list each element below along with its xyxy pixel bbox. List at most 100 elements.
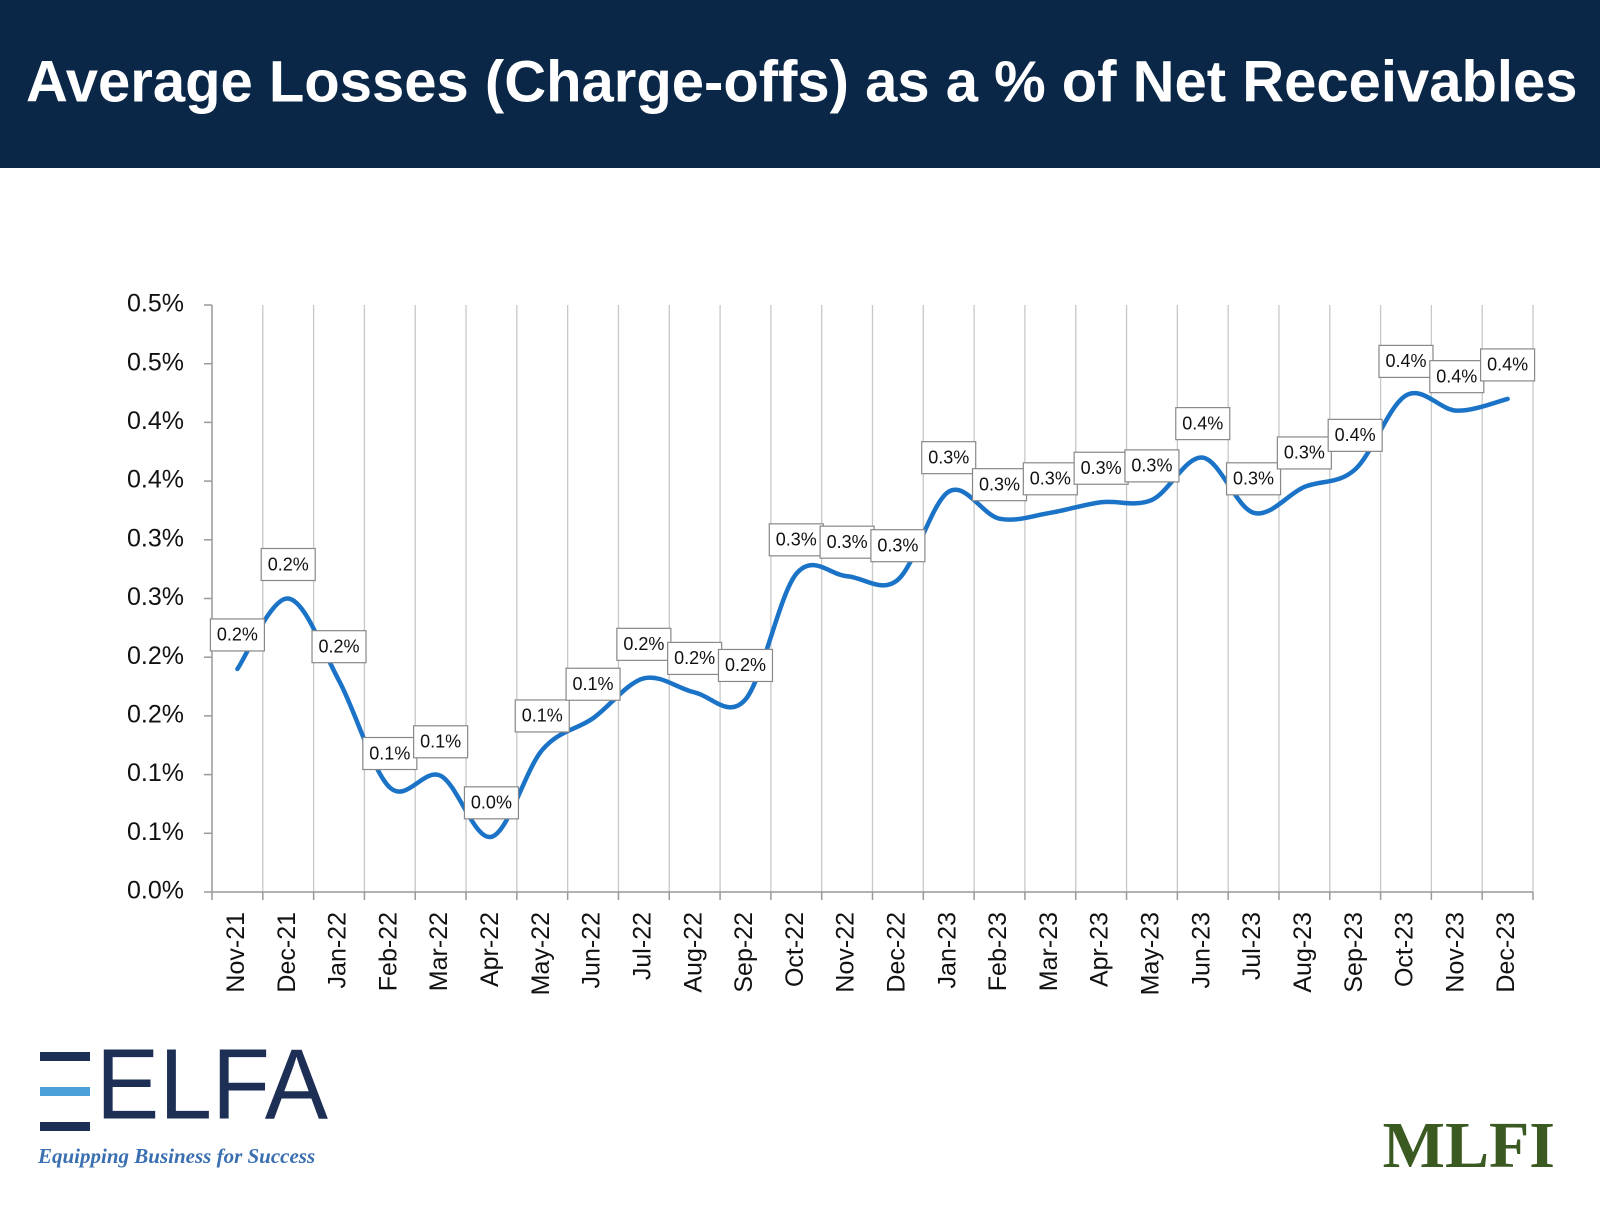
x-tick-label: Dec-22 [883,912,911,993]
data-label-text: 0.3% [1081,458,1122,478]
data-label: 0.4% [1378,344,1434,378]
data-label-text: 0.3% [979,474,1020,494]
data-label-text: 0.3% [877,535,918,555]
data-label: 0.1% [514,699,570,733]
data-label: 0.4% [1327,418,1383,452]
y-tick-label: 0.5% [127,290,184,318]
data-label: 0.2% [311,630,367,664]
logo-bar [40,1052,90,1061]
data-label: 0.3% [921,441,977,475]
data-label: 0.3% [1276,436,1332,470]
y-tick-label: 0.3% [127,524,184,552]
data-label-text: 0.4% [1182,413,1223,433]
data-label-box [921,441,977,475]
x-tick-label: Jun-23 [1187,912,1215,988]
data-label: 0.1% [565,667,621,701]
logo-bar [40,1087,90,1096]
data-label-box [463,786,520,820]
data-label-box [1276,436,1332,470]
data-label: 0.4% [1479,348,1536,382]
x-tick-label: Dec-23 [1492,912,1520,993]
data-label: 0.3% [870,529,926,563]
data-label-text: 0.4% [1385,351,1426,371]
data-label-text: 0.2% [319,636,360,656]
x-tick-label: Sep-23 [1340,912,1368,993]
x-tick-label: Jul-23 [1238,912,1266,980]
data-label-text: 0.4% [1487,355,1528,375]
y-tick-label: 0.5% [127,348,184,376]
data-label-text: 0.3% [827,532,868,552]
x-tick-label: Nov-23 [1441,912,1469,993]
data-label: 0.2% [717,648,774,683]
logo-text: ELFA [96,1028,328,1140]
chart-title: Average Losses (Charge-offs) as a % of N… [26,49,1578,114]
data-label-text: 0.4% [1436,366,1477,386]
data-label: 0.3% [1124,449,1180,483]
elfa-logo: ELFA Equipping Business for Success [37,1028,328,1167]
data-label: 0.3% [768,523,824,557]
x-tick-label: Jan-23 [933,912,961,988]
data-label-text: 0.0% [471,793,512,813]
data-label-box [413,725,469,759]
y-tick-label: 0.4% [127,466,184,494]
data-label-box [667,641,723,676]
data-label-box [1225,462,1282,496]
data-label: 0.4% [1175,407,1231,441]
data-label: 0.3% [1022,462,1078,496]
y-tick-label: 0.2% [127,642,184,670]
data-label-text: 0.1% [420,732,461,752]
data-line [235,391,1510,840]
x-tick-label: Nov-22 [832,912,860,993]
data-label: 0.4% [1429,360,1485,394]
x-tick-label: May-22 [527,912,555,995]
y-tick-label: 0.3% [127,583,184,611]
data-label: 0.3% [819,525,875,559]
data-label-text: 0.2% [217,625,258,645]
mlfi-logo: MLFI [1383,1109,1555,1182]
data-label: 0.3% [1073,451,1129,485]
data-label-text: 0.1% [522,706,563,726]
data-label-text: 0.3% [1131,456,1172,476]
data-label: 0.2% [260,547,316,582]
data-label: 0.1% [413,725,469,759]
data-label: 0.0% [463,786,520,820]
x-tick-label: Feb-23 [984,912,1012,991]
y-tick-label: 0.2% [127,701,184,729]
x-tick-label: Oct-22 [781,912,809,987]
data-label-text: 0.2% [268,554,309,574]
data-label: 0.1% [362,736,418,771]
data-label-box [362,736,418,771]
data-label: 0.3% [1225,462,1282,496]
data-label: 0.2% [209,618,266,652]
x-tick-label: Dec-21 [273,912,301,993]
data-label-text: 0.3% [1030,469,1071,489]
data-label-box [1327,418,1383,452]
x-tick-label: Nov-21 [222,912,250,993]
y-tick-label: 0.1% [127,759,184,787]
y-tick-label: 0.0% [127,877,184,905]
x-tick-label: Apr-23 [1086,912,1114,987]
data-label-box [514,699,570,733]
data-label-text: 0.3% [1284,443,1325,463]
data-label-text: 0.3% [776,530,817,550]
data-label-box [209,618,266,652]
data-label-box [1175,407,1231,441]
data-label-text: 0.4% [1335,425,1376,445]
data-label-text: 0.1% [369,743,410,763]
y-tick-label: 0.4% [127,407,184,435]
data-label-text: 0.2% [725,655,766,675]
data-label-box [717,648,774,683]
data-label: 0.2% [616,627,672,661]
data-label-box [819,525,875,559]
x-tick-label: Jul-22 [628,912,656,980]
x-tick-label: Oct-23 [1391,912,1419,987]
x-tick-label: Aug-23 [1289,912,1317,993]
data-label: 0.3% [971,468,1028,502]
data-label-box [565,667,621,701]
x-tick-label: Sep-22 [730,912,758,993]
x-tick-label: Jan-22 [324,912,352,988]
data-label-box [311,630,367,664]
data-label-box [616,627,672,661]
